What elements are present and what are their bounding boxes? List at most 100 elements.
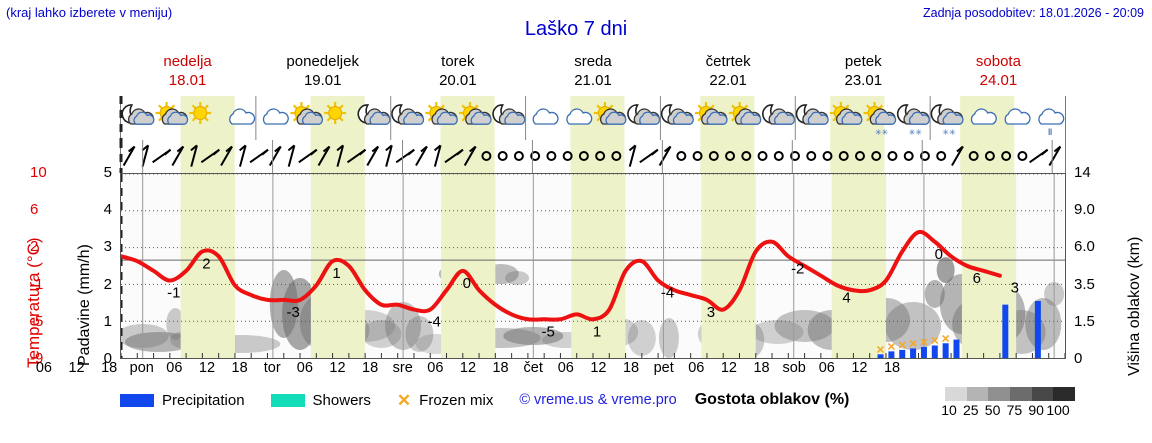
weather-icon-sun-cloud <box>593 102 627 125</box>
day-headers: nedelja 18.01 ponedeljek 19.01 torek 20.01 sre… <box>120 52 1066 92</box>
cloud-scale-label: 90 <box>1028 402 1044 418</box>
x-tick-label: 12 <box>459 360 477 376</box>
temperature-value-label: -4 <box>661 285 674 302</box>
cloud-scale-label: 25 <box>963 402 979 418</box>
x-tick-label: 06 <box>557 360 574 376</box>
x-tick-label: 18 <box>101 360 118 376</box>
cloud-scale-step <box>1010 387 1032 401</box>
x-tick-label: 06 <box>818 360 835 376</box>
temperature-value-label: -5 <box>542 323 555 340</box>
x-tick-label: 18 <box>231 360 248 376</box>
cloud-scale-step <box>966 387 989 401</box>
weather-icon-sun-cloud-snow: ✳✳ <box>863 102 897 137</box>
day-name: nedelja <box>163 53 212 70</box>
temperature-axis-title-text: Temperatura (°C) <box>24 237 43 368</box>
x-tick-label: tor <box>263 360 281 376</box>
frozen-mix-icon: ✕ <box>396 390 412 410</box>
cloud-density-scale-labels: 10 25 50 75 90 100 <box>935 402 1095 420</box>
weather-icon-moon-cloud-snow: ✳✳ <box>930 104 964 137</box>
weather-icon-sun-cloud <box>728 102 762 125</box>
day-header-četrtek: četrtek 22.01 <box>661 52 796 92</box>
cloud-density-legend-title: Gostota oblakov (%) <box>694 391 850 408</box>
temperature-value-label: 0 <box>935 246 943 263</box>
temp-axis-tick: -5 <box>30 312 44 330</box>
forecast-plot: ✕ ✕ ✕ ✕ ✕ ✕ ✕ -1 2 -3 1 -4 0 -5 1 -4 3 -2 4 0 6 3 <box>120 173 1066 359</box>
day-date: 20.01 <box>439 72 477 89</box>
day-name: sobota <box>975 53 1021 70</box>
day-name: ponedeljek <box>286 53 359 70</box>
cloud-axis-tick: 0 <box>1074 350 1083 367</box>
x-tick-label: 12 <box>329 360 346 376</box>
day-date: 22.01 <box>709 72 747 89</box>
temperature-value-label: -2 <box>791 260 804 277</box>
precipitation-bars-layer: ✕ ✕ ✕ ✕ ✕ ✕ ✕ <box>876 300 1041 358</box>
showers-swatch <box>270 393 305 407</box>
day-date: 23.01 <box>844 72 883 89</box>
x-tick-label: 12 <box>198 360 216 376</box>
x-tick-label: 06 <box>166 360 183 376</box>
weather-icons-svg: ✳✳ ✳✳ ✳✳ ‖ <box>119 96 1065 140</box>
weather-icon-sun-cloud <box>155 102 189 125</box>
svg-text:✕: ✕ <box>898 340 907 352</box>
svg-text:✕: ✕ <box>930 335 939 347</box>
svg-text:✳✳: ✳✳ <box>875 128 889 137</box>
x-tick-label: 18 <box>883 360 901 376</box>
temperature-value-label: 6 <box>973 270 981 287</box>
last-updated-text: Zadnja posodobitev: 18.01.2026 - 20:09 <box>922 6 1144 20</box>
x-tick-label: 18 <box>492 360 509 376</box>
temp-axis-tick: 2 <box>30 238 39 256</box>
chart-legend: Precipitation Showers ✕ Frozen mix © vre… <box>120 388 1150 412</box>
weather-icon-cloud <box>532 108 559 125</box>
copyright-link[interactable]: © vreme.us & vreme.pro <box>519 392 677 408</box>
day-header-ponedeljek: ponedeljek 19.01 <box>255 52 390 92</box>
cloud-axis-tick: 14 <box>1074 164 1091 181</box>
showers-legend-label: Showers <box>312 391 371 409</box>
cloud-height-axis-title-text: Višina oblakov (km) <box>1126 236 1143 376</box>
svg-text:‖: ‖ <box>1048 127 1052 137</box>
cloud-scale-label: 50 <box>984 402 1001 418</box>
temperature-value-label: -3 <box>287 304 300 321</box>
svg-text:✳✳: ✳✳ <box>909 128 923 137</box>
svg-text:✕: ✕ <box>908 338 917 350</box>
cloud-axis-tick: 1.5 <box>1074 312 1095 330</box>
x-tick-label: 12 <box>851 360 868 376</box>
temperature-value-label: 4 <box>842 289 850 306</box>
weather-icon-cloud <box>566 108 593 125</box>
temperature-value-label: 2 <box>202 255 210 272</box>
weather-icon-moon-cloud <box>762 104 796 125</box>
day-header-torek: torek 20.01 <box>390 52 525 92</box>
x-tick-label: 18 <box>362 360 379 376</box>
day-name: četrtek <box>705 53 751 70</box>
day-name: sreda <box>574 53 612 70</box>
weather-icon-moon-cloud <box>795 104 829 125</box>
cloud-scale-label: 10 <box>941 402 957 418</box>
day-header-sreda: sreda 21.01 <box>525 52 660 92</box>
cloud-axis-tick: 3.5 <box>1074 275 1095 293</box>
weather-icon-moon-cloud-snow: ✳✳ <box>896 104 930 137</box>
day-date: 18.01 <box>168 72 207 89</box>
precipitation-axis-title-text: Padavine (mm/h) <box>76 244 93 366</box>
cloud-scale-label: 75 <box>1006 402 1023 418</box>
cloud-scale-step <box>1053 387 1076 401</box>
x-tick-label: pet <box>653 360 674 376</box>
weather-icon-sun <box>324 102 347 124</box>
weather-icon-cloud <box>1004 108 1031 125</box>
weather-icon-band: ✳✳ ✳✳ ✳✳ ‖ <box>119 96 1066 140</box>
weather-icon-sun-cloud <box>425 102 458 125</box>
x-axis-tick-labels: 06 12 18 pon 06 12 18 tor 06 12 18 sre 06 12 18 čet 06 12… <box>36 360 1066 380</box>
x-tick-label: 12 <box>590 360 607 376</box>
precip-axis-tick: 2 <box>103 275 112 293</box>
x-tick-label: pon <box>129 360 154 376</box>
cloud-scale-step <box>945 387 967 401</box>
weather-icon-cloud <box>262 108 289 125</box>
x-tick-label: sre <box>392 360 413 376</box>
precipitation-axis-title: Padavine (mm/h) <box>56 170 93 370</box>
x-tick-label: 12 <box>720 360 737 376</box>
day-date: 19.01 <box>303 72 342 89</box>
x-tick-label: 06 <box>35 360 52 376</box>
cloud-scale-label: 100 <box>1046 402 1070 418</box>
cloud-axis-tick: 9.0 <box>1074 201 1095 219</box>
cloud-scale-step <box>988 387 1011 401</box>
cloud-axis-tick: 6.0 <box>1074 238 1095 256</box>
weather-icon-moon-cloud <box>391 104 425 125</box>
